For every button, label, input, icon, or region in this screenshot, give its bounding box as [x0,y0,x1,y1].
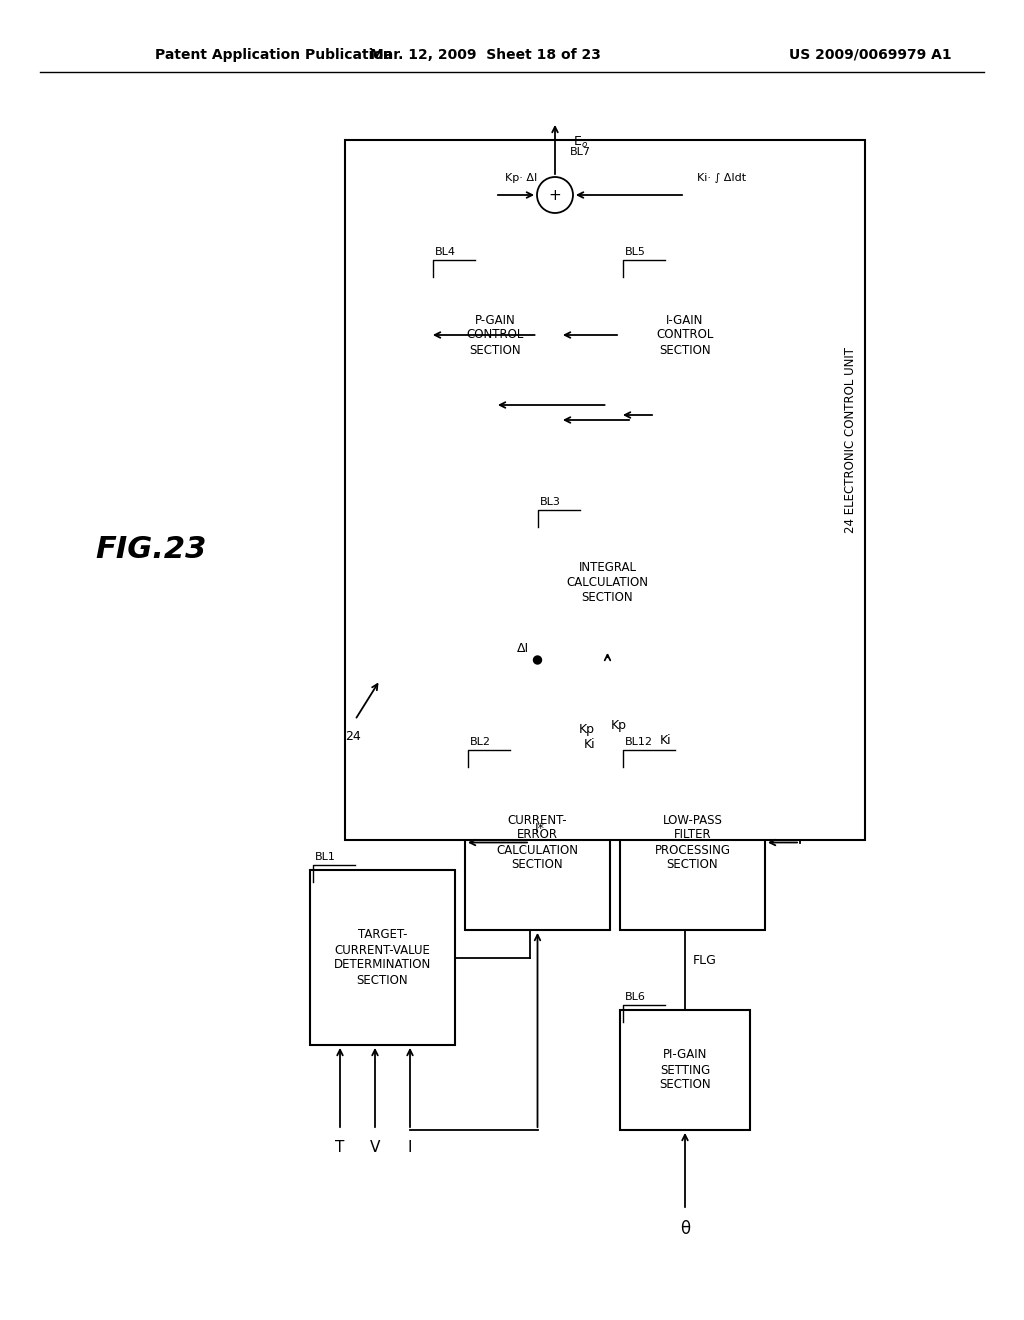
Text: PI-GAIN
SETTING
SECTION: PI-GAIN SETTING SECTION [659,1048,711,1092]
Text: BL6: BL6 [625,993,646,1002]
Text: BL7: BL7 [570,147,591,157]
Text: I*: I* [535,821,545,834]
Text: V: V [370,1140,380,1155]
Text: +: + [549,187,561,202]
Text: Kp· ΔI: Kp· ΔI [505,173,538,183]
Text: BL12: BL12 [625,737,653,747]
Bar [465,755,610,931]
Text: I-GAIN
CONTROL
SECTION: I-GAIN CONTROL SECTION [656,314,714,356]
Text: P-GAIN
CONTROL
SECTION: P-GAIN CONTROL SECTION [466,314,523,356]
Text: Ki: Ki [660,734,672,747]
Text: FIG.23: FIG.23 [95,536,207,565]
Text: CURRENT-
ERROR
CALCULATION
SECTION: CURRENT- ERROR CALCULATION SECTION [497,813,579,871]
Text: 24 ELECTRONIC CONTROL UNIT: 24 ELECTRONIC CONTROL UNIT [844,347,856,533]
Text: I: I [408,1140,413,1155]
Text: US 2009/0069979 A1: US 2009/0069979 A1 [788,48,951,62]
Text: BL2: BL2 [470,737,490,747]
Bar [535,515,680,649]
Circle shape [537,177,573,213]
Text: T: T [335,1140,345,1155]
Text: LOW-PASS
FILTER
PROCESSING
SECTION: LOW-PASS FILTER PROCESSING SECTION [654,813,730,871]
Text: INTEGRAL
CALCULATION
SECTION: INTEGRAL CALCULATION SECTION [566,561,648,605]
Text: TARGET-
CURRENT-VALUE
DETERMINATION
SECTION: TARGET- CURRENT-VALUE DETERMINATION SECT… [334,928,431,986]
Bar [620,755,765,931]
Text: BL1: BL1 [315,851,336,862]
Text: E$_o$: E$_o$ [573,135,588,149]
Text: Patent Application Publication: Patent Application Publication [155,48,393,62]
Bar [430,265,560,405]
Text: Kp: Kp [611,718,627,731]
Bar [620,1010,750,1130]
Text: θ: θ [680,1220,690,1238]
Circle shape [534,656,542,664]
Text: ΔI: ΔI [517,642,529,655]
Text: BL3: BL3 [540,498,561,507]
Bar [345,140,865,840]
Bar [620,265,750,405]
Text: Kp: Kp [579,723,595,737]
Bar [310,870,455,1045]
Text: BL5: BL5 [625,247,646,257]
Text: BL4: BL4 [435,247,456,257]
Text: Ki· ∫ ΔIdt: Ki· ∫ ΔIdt [697,173,746,183]
Text: 24: 24 [345,730,360,743]
Text: Ki: Ki [584,738,595,751]
Text: FLG: FLG [693,953,717,966]
Text: Mar. 12, 2009  Sheet 18 of 23: Mar. 12, 2009 Sheet 18 of 23 [370,48,600,62]
